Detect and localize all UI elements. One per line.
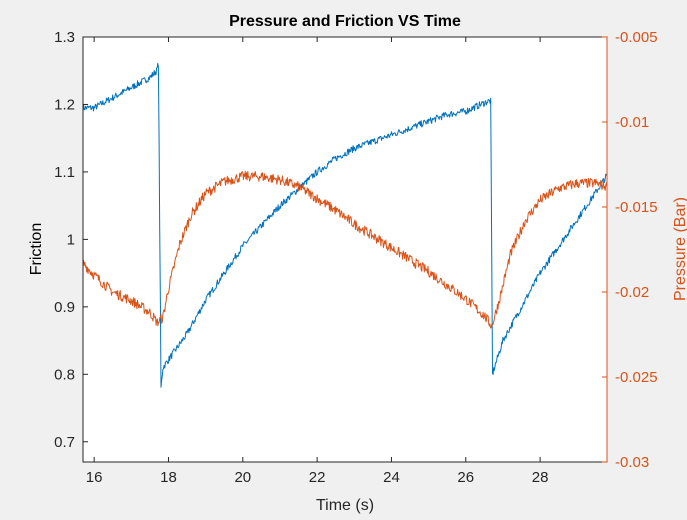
left-y-axis-title: Friction [28,223,45,275]
series-layer [82,62,608,388]
left-y-tick-label: 1.2 [54,96,75,113]
right-y-axis-title: Pressure (Bar) [672,197,687,301]
x-tick-label: 18 [160,469,177,486]
right-y-tick-label: -0.01 [615,114,649,131]
chart-title: Pressure and Friction VS Time [229,13,461,30]
x-axis: 16 18 20 22 24 26 28 [86,37,549,486]
series-line-friction [82,62,608,388]
left-y-tick-label: 1.3 [54,29,75,46]
left-y-axis: 0.7 0.8 0.9 1 1.1 1.2 1.3 [54,29,88,451]
left-y-tick-label: 0.7 [54,434,75,451]
left-y-tick-label: 0.9 [54,299,75,316]
right-y-axis: -0.03 -0.025 -0.02 -0.015 -0.01 -0.005 [602,29,658,471]
right-y-tick-label: -0.025 [615,369,658,386]
left-y-tick-label: 1.1 [54,164,75,181]
x-axis-title: Time (s) [316,497,374,514]
x-tick-label: 28 [532,469,549,486]
x-tick-label: 16 [86,469,103,486]
series-line-pressure [82,170,608,329]
left-y-tick-label: 1 [67,231,75,248]
x-tick-label: 24 [383,469,400,486]
x-tick-label: 20 [234,469,251,486]
right-y-tick-label: -0.005 [615,29,658,46]
plot-area [83,37,607,462]
right-y-tick-label: -0.015 [615,199,658,216]
x-tick-label: 22 [309,469,326,486]
left-y-tick-label: 0.8 [54,366,75,383]
right-y-tick-label: -0.02 [615,284,649,301]
x-tick-label: 26 [457,469,474,486]
right-y-tick-label: -0.03 [615,454,649,471]
